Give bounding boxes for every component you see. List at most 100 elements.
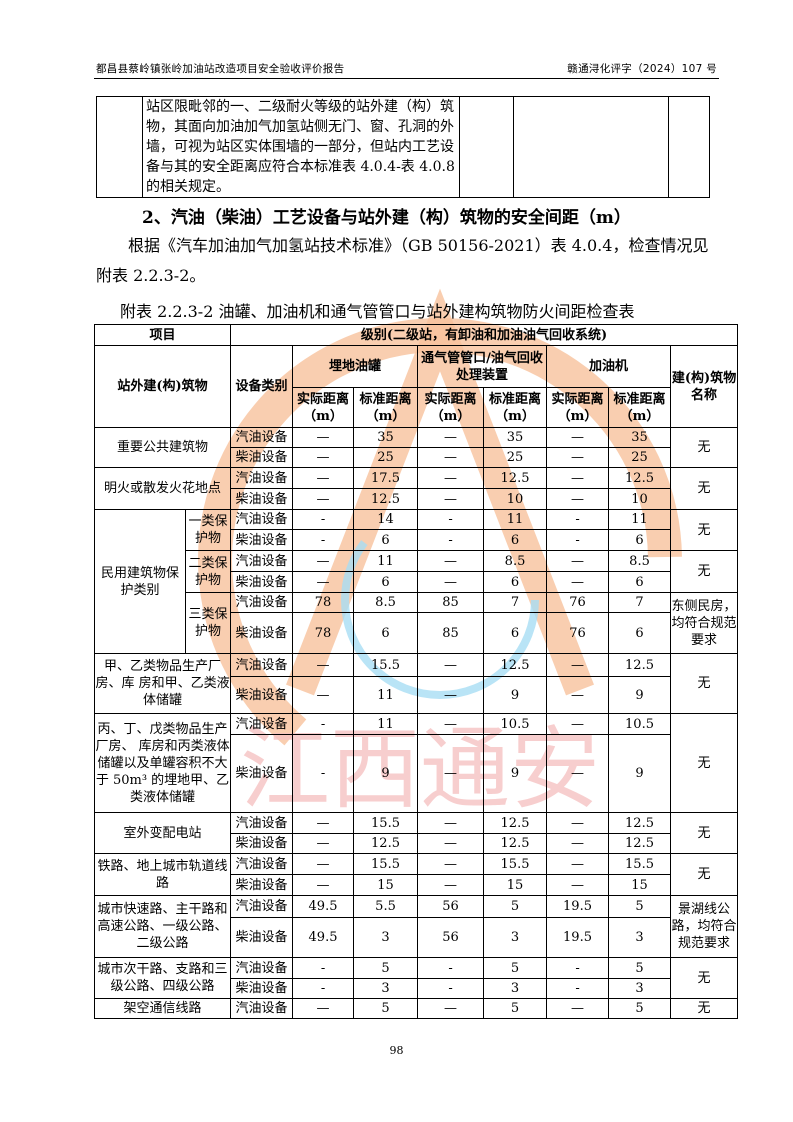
- distance-value: 11: [353, 713, 419, 735]
- distance-value: —: [292, 653, 355, 677]
- distance-value: 78: [292, 612, 355, 654]
- distance-value: 3: [608, 917, 672, 958]
- distance-value: —: [546, 447, 610, 468]
- distance-value: —: [546, 853, 610, 875]
- building-note: 无: [670, 957, 739, 999]
- header-equipment: 设备类别: [230, 345, 294, 428]
- distance-value: 3: [353, 917, 419, 958]
- table-row: 三类保护物 汽油设备 78 8.5 85 7 76 7 东侧民房，均符合规范要求: [95, 592, 739, 654]
- building-note: 无: [670, 653, 739, 714]
- distance-value: —: [417, 467, 485, 489]
- distance-value: 6: [483, 529, 548, 551]
- distance-value: —: [417, 488, 485, 510]
- distance-value: 35: [353, 427, 419, 448]
- distance-value: —: [417, 833, 485, 854]
- requirement-text: 站区限毗邻的一、二级耐火等级的站外建（构）筑物，其面向加油加气加氢站侧无门、窗、…: [142, 96, 460, 198]
- cell: [96, 96, 143, 198]
- distance-value: 9: [353, 734, 419, 813]
- table-row: 民用建筑物保护类别 一类保护物 汽油设备 -14-11-11 无: [94, 509, 739, 654]
- table-row: 城市快速路、主干路和高速公路、一级公路、二级公路 汽油设备 49.5 5.5 56 5 19…: [93, 895, 739, 958]
- distance-value: —: [546, 713, 610, 735]
- distance-value: -: [546, 957, 610, 979]
- distance-value: -: [417, 509, 485, 530]
- distance-value: 25: [608, 447, 672, 468]
- building-note: 东侧民房，均符合规范要求: [670, 592, 739, 654]
- distance-value: -: [292, 509, 355, 530]
- table-row: 二类保护物 汽油设备 —11—8.5—8.5 无: [95, 550, 739, 593]
- equipment-type: 汽油设备: [230, 592, 294, 613]
- header-standard-distance: 标准距离（m）: [353, 387, 419, 428]
- distance-value: -: [292, 978, 355, 999]
- distance-value: 6: [608, 571, 672, 593]
- table-row: 站外建(构)筑物 设备类别 埋地油罐 通气管管口/油气回收处理装置 加油机 建(构)筑物名…: [93, 345, 739, 428]
- distance-value: —: [417, 571, 485, 593]
- distance-value: —: [546, 653, 610, 677]
- header-item: 项目: [93, 324, 232, 346]
- distance-value: 12.5: [608, 467, 672, 489]
- category-name: 铁路、地上城市轨道线路: [93, 853, 232, 896]
- header-buried-tank: 埋地油罐: [292, 345, 419, 388]
- distance-value: 56: [417, 895, 485, 918]
- table-row: 甲、乙类物品生产厂房、库 房和甲、乙类液体储罐 汽油设备 —15.5—12.5—12…: [93, 653, 739, 714]
- distance-value: 35: [483, 427, 548, 448]
- header-actual-distance: 实际距离（m）: [417, 387, 485, 428]
- header-building-name: 建(构)筑物名称: [670, 345, 739, 428]
- header-standard-distance: 标准距离（m）: [608, 387, 672, 428]
- distance-value: 35: [608, 427, 672, 448]
- table-row: 柴油设备 49.5 3 56 3 19.5 3: [95, 917, 738, 958]
- distance-value: 19.5: [546, 917, 610, 958]
- category-name: 甲、乙类物品生产厂房、库 房和甲、乙类液体储罐: [93, 653, 232, 714]
- distance-value: -: [292, 713, 355, 735]
- distance-value: -: [546, 509, 610, 530]
- equipment-type: 汽油设备: [230, 812, 294, 834]
- table-row: 重要公共建筑物 汽油设备 —35—35—35 无: [93, 427, 739, 468]
- distance-value: 15.5: [483, 853, 548, 875]
- table-row: 实际距离（m） 标准距离（m） 实际距离（m） 标准距离（m） 实际距离（m） 标准距离（…: [95, 387, 738, 428]
- distance-value: —: [546, 812, 610, 834]
- distance-value: 12.5: [608, 833, 672, 854]
- distance-value: 56: [417, 917, 485, 958]
- equipment-type: 汽油设备: [230, 550, 294, 572]
- distance-value: —: [292, 427, 355, 448]
- header-title: 都昌县蔡岭镇张岭加油站改造项目安全验收评价报告: [96, 63, 345, 75]
- distance-value: —: [292, 998, 355, 1019]
- equipment-type: 汽油设备: [230, 957, 294, 979]
- distance-value: —: [292, 571, 355, 593]
- distance-value: 10.5: [608, 713, 672, 735]
- distance-value: -: [417, 978, 485, 999]
- distance-value: —: [417, 812, 485, 834]
- distance-value: 10.5: [483, 713, 548, 735]
- distance-value: —: [546, 571, 610, 593]
- distance-value: 15: [483, 874, 548, 896]
- header-standard-distance: 标准距离（m）: [483, 387, 548, 428]
- category-name: 城市次干路、支路和三级公路、四级公路: [93, 957, 232, 999]
- distance-value: —: [417, 447, 485, 468]
- category-name: 城市快速路、主干路和高速公路、一级公路、二级公路: [93, 895, 232, 958]
- distance-value: 12.5: [608, 653, 672, 677]
- header-building: 站外建(构)筑物: [93, 345, 232, 428]
- distance-value: -: [292, 957, 355, 979]
- equipment-type: 柴油设备: [230, 447, 294, 468]
- distance-value: —: [546, 467, 610, 489]
- header-divider: [94, 78, 719, 79]
- header-grade: 级别(二级站，有卸油和加油油气回收系统): [230, 324, 739, 346]
- building-note: 景湖线公路，均符合规范要求: [670, 895, 739, 958]
- paragraph: 根据《汽车加油加气加氢站技术标准》（GB 50156-2021）表 4.0.4，…: [96, 236, 709, 285]
- table-row: 铁路、地上城市轨道线路 汽油设备 —15.5—15.5—15.5 无: [93, 853, 739, 896]
- distance-value: —: [417, 676, 485, 714]
- distance-value: —: [417, 550, 485, 572]
- header-doc-number: 赣通浔化评字（2024）107 号: [567, 63, 717, 75]
- equipment-type: 汽油设备: [230, 427, 294, 448]
- distance-value: 8.5: [353, 592, 419, 613]
- distance-value: 9: [483, 676, 548, 714]
- table-row: 柴油设备 —6—6—6: [95, 571, 738, 593]
- building-note: 无: [670, 853, 739, 896]
- distance-value: 5: [353, 998, 419, 1019]
- distance-value: 6: [483, 571, 548, 593]
- table-row: 城市次干路、支路和三级公路、四级公路 汽油设备 -5-5-5 无: [93, 957, 739, 999]
- distance-value: —: [417, 853, 485, 875]
- building-note: 无: [670, 713, 739, 813]
- distance-value: 3: [483, 917, 548, 958]
- distance-value: 6: [608, 612, 672, 654]
- building-note: 无: [670, 467, 739, 510]
